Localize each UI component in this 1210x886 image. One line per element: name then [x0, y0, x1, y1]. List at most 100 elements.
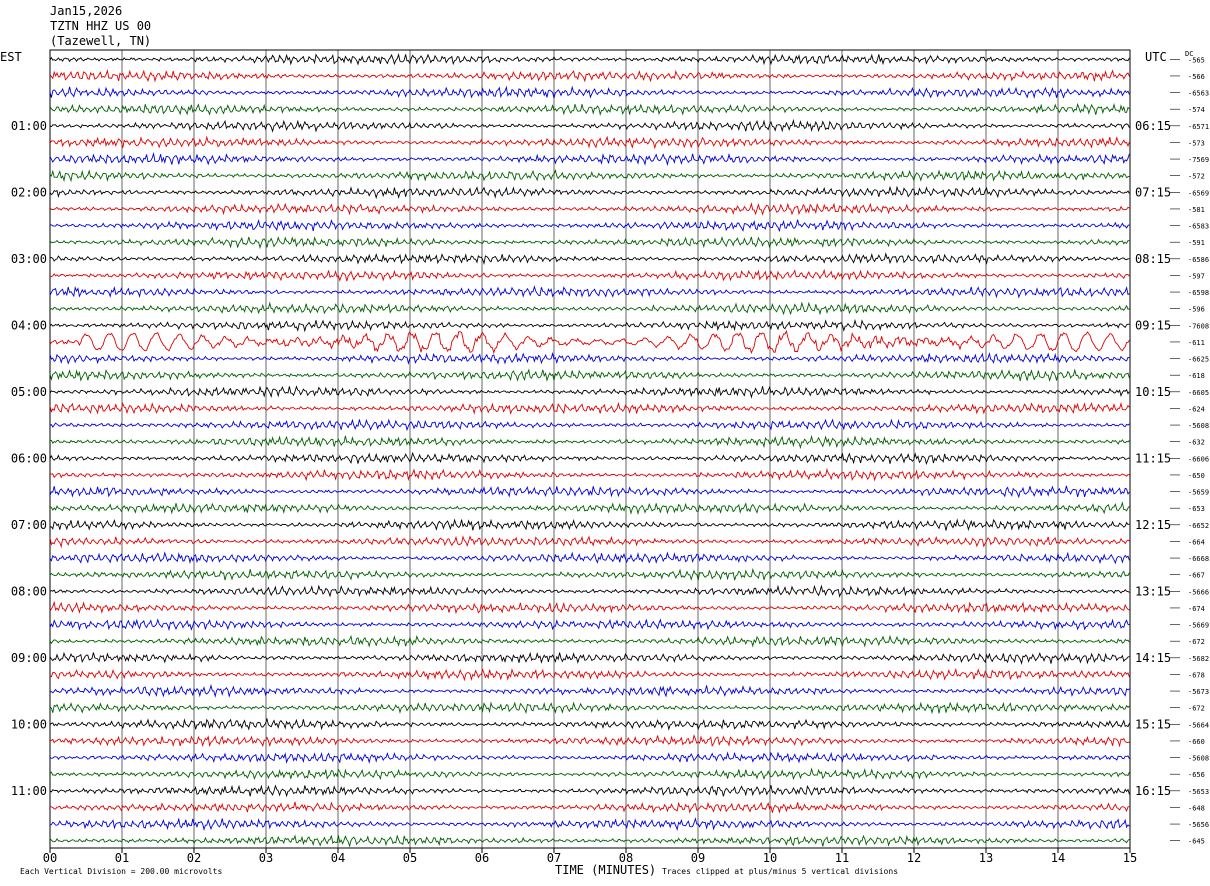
utc-hour-label: 14:15: [1135, 651, 1171, 665]
seismic-trace: [49, 236, 1130, 250]
seismic-trace: [49, 385, 1130, 399]
seismic-trace: [49, 252, 1130, 266]
est-hour-label: 04:00: [11, 318, 47, 332]
dc-offset-label: -581: [1188, 206, 1205, 214]
plot-frame: [49, 49, 1131, 849]
utc-hour-label: 12:15: [1135, 518, 1171, 532]
dc-offset-label: -611: [1188, 339, 1205, 347]
location-label: (Tazewell, TN): [50, 34, 152, 48]
seismic-trace: [49, 701, 1130, 715]
dc-offset-label: -573: [1188, 139, 1205, 147]
seismic-trace: [49, 285, 1130, 299]
est-hour-label: 06:00: [11, 451, 47, 465]
seismic-trace: [49, 600, 1130, 615]
right-timezone-label: UTC: [1145, 50, 1167, 64]
dc-offset-label: -5682: [1188, 655, 1209, 663]
dc-offset-label: -6598: [1188, 289, 1209, 297]
dc-offset-label: -6586: [1188, 256, 1209, 264]
seismic-trace: [49, 667, 1130, 682]
dc-offset-label: -565: [1188, 56, 1205, 64]
seismic-trace: [49, 102, 1130, 116]
dc-offset-label: -6563: [1188, 90, 1209, 98]
seismic-trace: [49, 351, 1130, 366]
seismic-trace: [49, 568, 1130, 581]
left-timezone-label: EST: [0, 50, 22, 64]
x-tick-label: 08: [619, 851, 633, 865]
utc-hour-label: 07:15: [1135, 185, 1171, 199]
seismic-trace: [49, 734, 1130, 748]
dc-offset-label: -6605: [1188, 389, 1209, 397]
station-label: TZTN HHZ US 00: [50, 19, 152, 33]
dc-offset-label: -672: [1188, 705, 1205, 713]
est-hour-label: 07:00: [11, 518, 47, 532]
dc-offset-label: -5669: [1188, 622, 1209, 630]
dc-offset-label: -7569: [1188, 156, 1209, 164]
seismic-trace: [49, 618, 1130, 632]
dc-offset-label: -5659: [1188, 489, 1209, 497]
dc-offset-label: -6569: [1188, 189, 1209, 197]
seismic-trace: [49, 401, 1130, 416]
seismic-trace: [49, 451, 1130, 466]
utc-hour-label: 06:15: [1135, 119, 1171, 133]
dc-offset-label: -632: [1188, 439, 1205, 447]
x-tick-label: 07: [547, 851, 561, 865]
dc-offset-label: -566: [1188, 73, 1205, 81]
utc-hour-label: 08:15: [1135, 252, 1171, 266]
seismic-trace: [49, 651, 1130, 666]
utc-hour-label: 13:15: [1135, 584, 1171, 598]
seismic-trace: [49, 268, 1130, 282]
seismic-trace: [49, 118, 1130, 133]
dc-offset-label: -645: [1188, 838, 1205, 846]
x-tick-label: 04: [331, 851, 345, 865]
est-hour-label: 10:00: [11, 717, 47, 731]
seismic-trace: [49, 329, 1130, 355]
dc-offset-label: -5608: [1188, 755, 1209, 763]
est-hour-label: 05:00: [11, 385, 47, 399]
est-hour-label: 01:00: [11, 119, 47, 133]
dc-offset-label: -572: [1188, 173, 1205, 181]
seismic-trace: [49, 318, 1130, 333]
x-tick-label: 10: [763, 851, 777, 865]
seismic-trace: [49, 434, 1130, 450]
seismic-trace: [49, 418, 1130, 432]
seismic-trace: [49, 535, 1130, 549]
seismic-trace: [49, 817, 1130, 832]
dc-offset-label: -5608: [1188, 422, 1209, 430]
x-tick-label: 11: [835, 851, 849, 865]
seismic-trace: [49, 218, 1130, 233]
date-label: Jan15,2026: [50, 4, 123, 18]
dc-label: DC: [1185, 50, 1194, 58]
dc-offset-label: -6583: [1188, 223, 1209, 231]
x-tick-label: 03: [259, 851, 273, 865]
dc-offset-label: -672: [1188, 638, 1205, 646]
seismic-trace: [49, 68, 1130, 83]
dc-offset-label: -660: [1188, 738, 1205, 746]
dc-offset-label: -6625: [1188, 356, 1209, 364]
seismic-trace: [49, 85, 1130, 99]
dc-offset-label: -656: [1188, 771, 1205, 779]
seismic-trace: [49, 683, 1130, 698]
dc-offset-label: -596: [1188, 306, 1205, 314]
x-tick-label: 09: [691, 851, 705, 865]
dc-offset-label: -574: [1188, 106, 1205, 114]
dc-offset-label: -5666: [1188, 588, 1209, 596]
dc-offset-label: -664: [1188, 538, 1205, 546]
dc-offset-label: -648: [1188, 804, 1205, 812]
utc-hour-label: 10:15: [1135, 385, 1171, 399]
dc-offset-label: -678: [1188, 671, 1205, 679]
x-tick-label: 00: [43, 851, 57, 865]
scale-note: Each Vertical Division = 200.00 microvol…: [20, 867, 223, 876]
seismic-trace: [49, 53, 1130, 66]
x-tick-label: 05: [403, 851, 417, 865]
dc-offset-label: -667: [1188, 572, 1205, 580]
dc-offset-label: -7608: [1188, 322, 1209, 330]
dc-offset-label: -624: [1188, 405, 1205, 413]
dc-offset-label: -5653: [1188, 788, 1209, 796]
dc-offset-label: -5656: [1188, 821, 1209, 829]
dc-offset-label: -6606: [1188, 455, 1209, 463]
x-tick-label: 02: [187, 851, 201, 865]
seismic-trace: [49, 584, 1130, 598]
dc-offset-label: -618: [1188, 372, 1205, 380]
seismic-trace: [49, 135, 1130, 150]
